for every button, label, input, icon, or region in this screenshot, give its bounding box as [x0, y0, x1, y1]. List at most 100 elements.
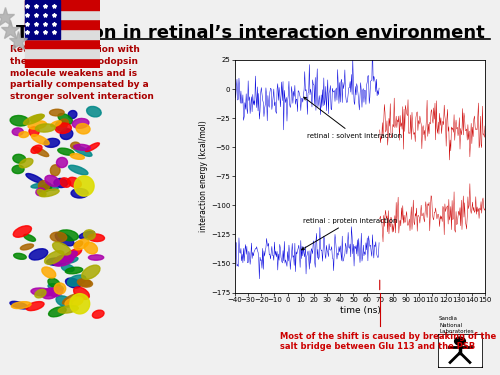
Ellipse shape: [86, 143, 100, 152]
Text: Retinal’s interaction with
the rest of the rhodopsin
molecule weakens and is
par: Retinal’s interaction with the rest of t…: [10, 45, 154, 101]
Ellipse shape: [50, 232, 66, 242]
Ellipse shape: [44, 138, 60, 147]
Ellipse shape: [86, 106, 101, 117]
Ellipse shape: [31, 183, 50, 188]
Ellipse shape: [39, 184, 52, 192]
Ellipse shape: [50, 287, 63, 297]
Ellipse shape: [50, 165, 60, 176]
Bar: [25, 39, 100, 48]
Ellipse shape: [68, 275, 86, 286]
Ellipse shape: [62, 294, 79, 304]
Text: retinal : solvent interaction: retinal : solvent interaction: [304, 97, 402, 139]
Ellipse shape: [45, 176, 60, 187]
Ellipse shape: [71, 189, 88, 198]
Ellipse shape: [13, 154, 26, 163]
Ellipse shape: [68, 111, 77, 118]
Ellipse shape: [30, 114, 44, 122]
Ellipse shape: [56, 255, 74, 262]
Ellipse shape: [72, 118, 89, 128]
Bar: [25, 29, 100, 39]
Ellipse shape: [74, 241, 82, 247]
Ellipse shape: [88, 234, 104, 242]
Ellipse shape: [74, 287, 90, 300]
Ellipse shape: [84, 230, 96, 240]
Ellipse shape: [65, 248, 82, 259]
Ellipse shape: [38, 181, 50, 191]
Ellipse shape: [60, 178, 70, 187]
Ellipse shape: [82, 265, 100, 279]
Text: retinal : protein interaction: retinal : protein interaction: [302, 218, 398, 250]
Bar: [25, 19, 100, 29]
Ellipse shape: [46, 258, 66, 266]
Ellipse shape: [12, 302, 31, 309]
Ellipse shape: [31, 288, 52, 296]
Ellipse shape: [29, 127, 39, 136]
Ellipse shape: [32, 135, 49, 145]
Ellipse shape: [10, 116, 29, 126]
Bar: [25, 48, 100, 58]
Text: Sandia
National
Laboratories: Sandia National Laboratories: [439, 316, 474, 334]
Ellipse shape: [36, 124, 56, 132]
Ellipse shape: [68, 165, 88, 175]
Ellipse shape: [36, 188, 45, 196]
Ellipse shape: [68, 177, 82, 188]
X-axis label: time (ns): time (ns): [340, 306, 380, 315]
Ellipse shape: [79, 231, 94, 238]
Ellipse shape: [56, 158, 68, 168]
Ellipse shape: [42, 267, 56, 278]
Bar: [25, 10, 100, 19]
Ellipse shape: [56, 296, 72, 307]
Ellipse shape: [42, 288, 58, 299]
Ellipse shape: [14, 226, 32, 237]
Text: Transition in retinal’s interaction environment: Transition in retinal’s interaction envi…: [16, 24, 484, 42]
Ellipse shape: [35, 290, 46, 298]
Ellipse shape: [10, 302, 28, 309]
Ellipse shape: [58, 306, 78, 313]
Ellipse shape: [28, 121, 46, 129]
Ellipse shape: [70, 294, 89, 314]
Ellipse shape: [40, 189, 59, 197]
Ellipse shape: [54, 283, 66, 294]
Ellipse shape: [58, 114, 72, 124]
Ellipse shape: [92, 310, 104, 318]
Ellipse shape: [48, 307, 66, 317]
Ellipse shape: [24, 114, 44, 125]
Ellipse shape: [55, 123, 72, 134]
Ellipse shape: [60, 251, 78, 262]
Bar: [25, 0, 100, 10]
Ellipse shape: [54, 178, 68, 188]
Ellipse shape: [55, 232, 74, 246]
Ellipse shape: [65, 297, 83, 307]
Ellipse shape: [48, 278, 60, 288]
Ellipse shape: [24, 234, 36, 241]
Ellipse shape: [37, 189, 46, 196]
Ellipse shape: [50, 121, 61, 127]
Ellipse shape: [29, 249, 48, 260]
Ellipse shape: [74, 239, 89, 250]
Ellipse shape: [60, 129, 73, 140]
Ellipse shape: [58, 230, 78, 241]
Ellipse shape: [44, 251, 64, 264]
Ellipse shape: [62, 264, 74, 272]
Ellipse shape: [50, 109, 64, 116]
Ellipse shape: [14, 254, 26, 259]
Ellipse shape: [74, 144, 90, 150]
Text: Most of the shift is caused by breaking of the
salt bridge between Glu 113 and t: Most of the shift is caused by breaking …: [280, 332, 496, 351]
Ellipse shape: [31, 145, 42, 153]
Ellipse shape: [26, 302, 44, 310]
Bar: [25, 0, 60, 39]
Y-axis label: interaction energy (kcal/mol): interaction energy (kcal/mol): [199, 120, 208, 232]
Ellipse shape: [38, 184, 58, 190]
Ellipse shape: [66, 267, 82, 274]
Circle shape: [454, 337, 466, 345]
Ellipse shape: [59, 119, 69, 127]
Ellipse shape: [56, 121, 67, 131]
Ellipse shape: [66, 257, 78, 263]
Ellipse shape: [70, 142, 80, 149]
Ellipse shape: [76, 124, 90, 134]
Ellipse shape: [58, 148, 74, 155]
Ellipse shape: [79, 280, 92, 287]
Ellipse shape: [12, 165, 24, 174]
Ellipse shape: [32, 147, 48, 157]
Ellipse shape: [66, 278, 80, 288]
